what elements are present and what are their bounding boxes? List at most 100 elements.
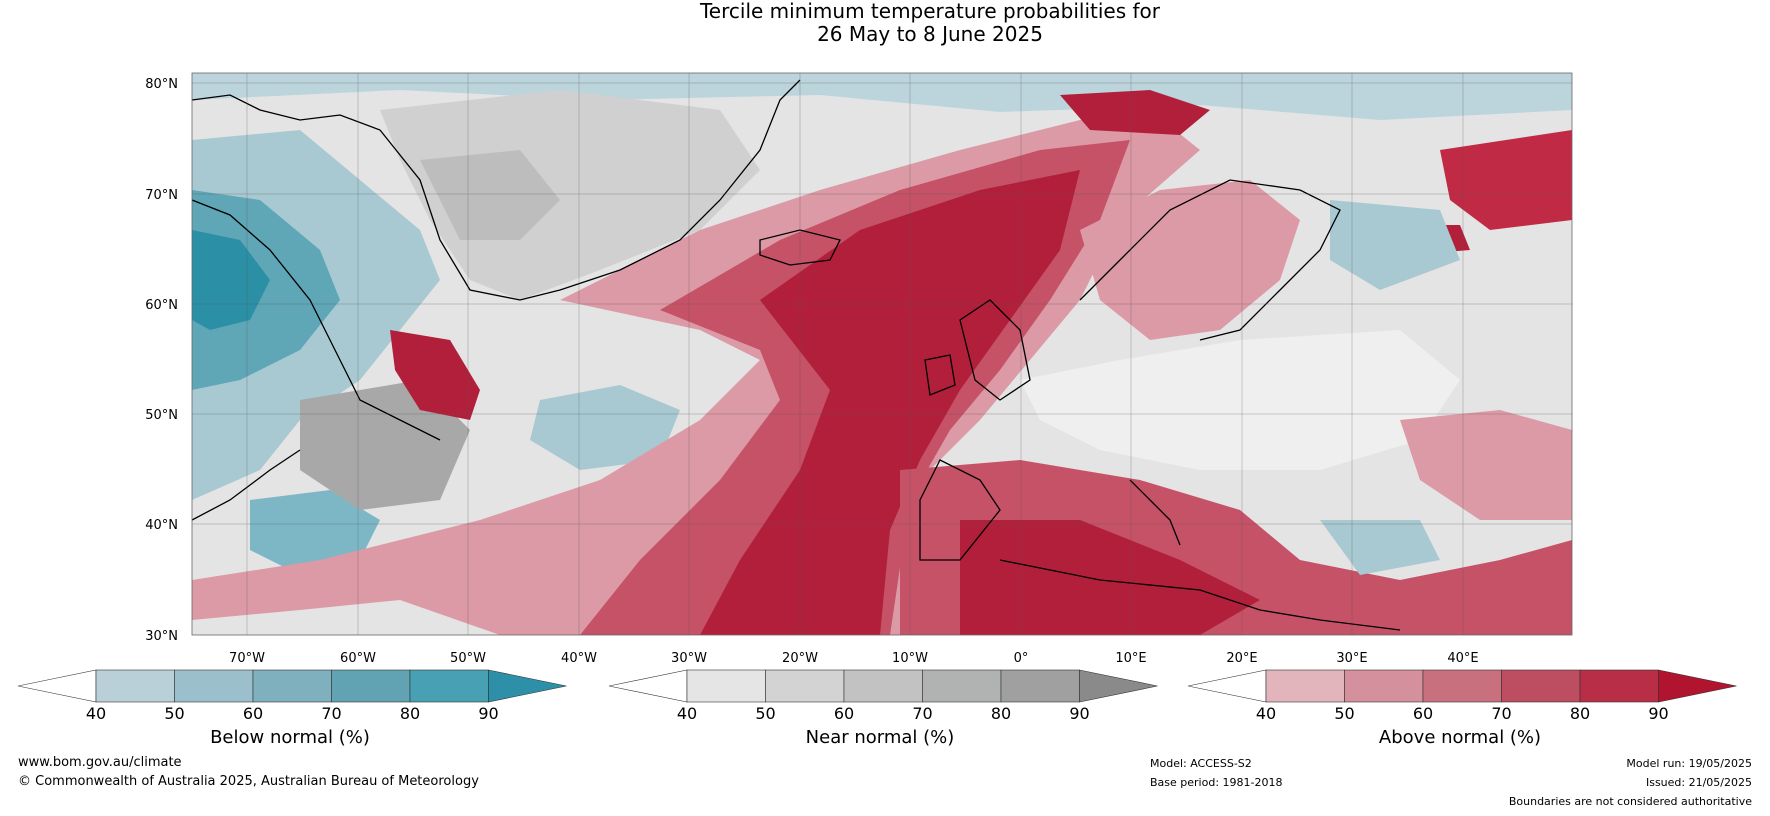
finland-below-normal: [1330, 200, 1460, 290]
coastlines: [192, 79, 1401, 631]
colorbars: 40 50 60 70 80 90 40 50 60 70 80 90 40 50 60 70 80 90: [17, 669, 1737, 723]
colorbar-below-segment: [252, 669, 332, 703]
lon-label-10w: 10°W: [892, 651, 928, 666]
title-line-1: Tercile minimum temperature probabilitie…: [699, 0, 1161, 23]
longitude-labels: 70°W 60°W 50°W 40°W 30°W 20°W 10°W 0° 10…: [229, 651, 1479, 666]
lon-label-40w: 40°W: [561, 651, 597, 666]
barents-above-normal: [1440, 130, 1572, 230]
colorbar-above-segment: [1501, 669, 1581, 703]
greenland-near-normal-strong: [420, 150, 560, 240]
lat-label-70n: 70°N: [145, 188, 178, 203]
footer-website: www.bom.gov.au/climate: [18, 755, 182, 770]
lon-label-30e: 30°E: [1336, 651, 1367, 666]
colorbar-below-tick-label: 70: [321, 704, 341, 723]
lon-label-40e: 40°E: [1447, 651, 1478, 666]
colorbar-near-tick-label: 40: [677, 704, 697, 723]
colorbar-above-tick-label: 50: [1334, 704, 1354, 723]
lon-label-60w: 60°W: [340, 651, 376, 666]
graticule: [192, 73, 1572, 635]
colorbar-near-high-extend: [1079, 669, 1158, 703]
colorbar-below-tick-label: 80: [400, 704, 420, 723]
atlantic-above-normal-core: [700, 170, 1080, 635]
colorbar-near: 40 50 60 70 80 90: [608, 669, 1158, 723]
colorbar-below-low-extend: [17, 669, 97, 703]
colorbar-caption-near: Near normal (%): [805, 727, 955, 748]
us-east-below-normal: [250, 490, 380, 570]
colorbar-below-segment: [174, 669, 254, 703]
lon-label-50w: 50°W: [450, 651, 486, 666]
lon-label-10e: 10°E: [1115, 651, 1146, 666]
lat-label-80n: 80°N: [145, 77, 178, 92]
colorbar-above-low-extend: [1187, 669, 1267, 703]
svalbard-above-normal: [1060, 90, 1210, 135]
black-sea-below-normal: [1320, 520, 1440, 575]
footer-issued: Issued: 21/05/2025: [1645, 776, 1752, 789]
newfoundland-near-normal: [300, 380, 470, 510]
colorbar-below: 40 50 60 70 80 90: [17, 669, 567, 723]
labrador-below-normal-core: [192, 230, 270, 330]
lon-label-30w: 30°W: [671, 651, 707, 666]
mid-atlantic-below-normal: [530, 385, 680, 470]
britain-coast: [959, 299, 1031, 401]
colorbar-near-tick-label: 60: [834, 704, 854, 723]
north-africa-above-normal-core: [960, 520, 1260, 635]
colorbar-below-segment: [409, 669, 489, 703]
central-europe-near-normal: [1020, 330, 1460, 470]
colorbar-above-segment: [1344, 669, 1424, 703]
lon-label-0: 0°: [1014, 651, 1029, 666]
colorbar-near-tick-label: 90: [1069, 704, 1089, 723]
colorbar-below-tick-label: 50: [164, 704, 184, 723]
colorbar-near-tick-label: 80: [991, 704, 1011, 723]
map-frame: [191, 72, 1573, 636]
colorbar-above-segment: [1422, 669, 1502, 703]
colorbar-near-segment: [1000, 669, 1080, 703]
lat-label-30n: 30°N: [145, 629, 178, 644]
ireland-coast: [924, 354, 956, 396]
footer-model: Model: ACCESS-S2: [1150, 757, 1252, 770]
colorbar-above-segment: [1579, 669, 1659, 703]
colorbar-near-segment: [922, 669, 1002, 703]
canada-coast: [192, 199, 441, 441]
lon-label-70w: 70°W: [229, 651, 265, 666]
colorbar-near-low-extend: [608, 669, 688, 703]
latitude-labels: 80°N 70°N 60°N 50°N 40°N 30°N: [145, 77, 178, 644]
colorbar-near-tick-label: 70: [912, 704, 932, 723]
scandinavia-coast: [1079, 179, 1341, 341]
middle-east-above-normal: [1400, 410, 1572, 520]
italy-coast: [1129, 479, 1181, 546]
arctic-below-normal: [192, 73, 1572, 120]
colorbar-caption-below: Below normal (%): [210, 727, 370, 748]
colorbar-below-tick-label: 90: [478, 704, 498, 723]
north-africa-coast: [999, 559, 1401, 631]
greenland-near-normal: [380, 90, 760, 300]
colorbar-above-tick-label: 70: [1491, 704, 1511, 723]
greenland-coast: [192, 79, 801, 301]
colorbar-below-segment: [95, 669, 175, 703]
iberia-coast: [919, 459, 1001, 561]
colorbar-below-tick-label: 40: [86, 704, 106, 723]
colorbar-below-tick-label: 60: [243, 704, 263, 723]
footer-disclaimer: Boundaries are not considered authoritat…: [1508, 795, 1752, 808]
map-title: Tercile minimum temperature probabilitie…: [0, 0, 1770, 46]
colorbar-near-segment: [686, 669, 766, 703]
colorbar-above-segment: [1265, 669, 1345, 703]
colorbar-above-tick-label: 40: [1256, 704, 1276, 723]
colorbar-above-tick-label: 80: [1570, 704, 1590, 723]
title-line-2: 26 May to 8 June 2025: [817, 22, 1043, 46]
colorbar-near-segment: [765, 669, 845, 703]
colorbar-above-high-extend: [1658, 669, 1737, 703]
colorbar-above: 40 50 60 70 80 90: [1187, 669, 1737, 723]
colorbar-below-high-extend: [488, 669, 567, 703]
lat-label-40n: 40°N: [145, 518, 178, 533]
footer-copyright: © Commonwealth of Australia 2025, Austra…: [18, 774, 479, 789]
labrador-sea-above-normal: [390, 330, 480, 420]
colorbar-near-segment: [843, 669, 923, 703]
colorbar-near-tick-label: 50: [755, 704, 775, 723]
us-coast: [192, 449, 301, 521]
lat-label-50n: 50°N: [145, 408, 178, 423]
probability-field: [192, 73, 1572, 635]
colorbar-above-tick-label: 60: [1413, 704, 1433, 723]
lon-label-20w: 20°W: [782, 651, 818, 666]
map-area: [192, 73, 1572, 635]
